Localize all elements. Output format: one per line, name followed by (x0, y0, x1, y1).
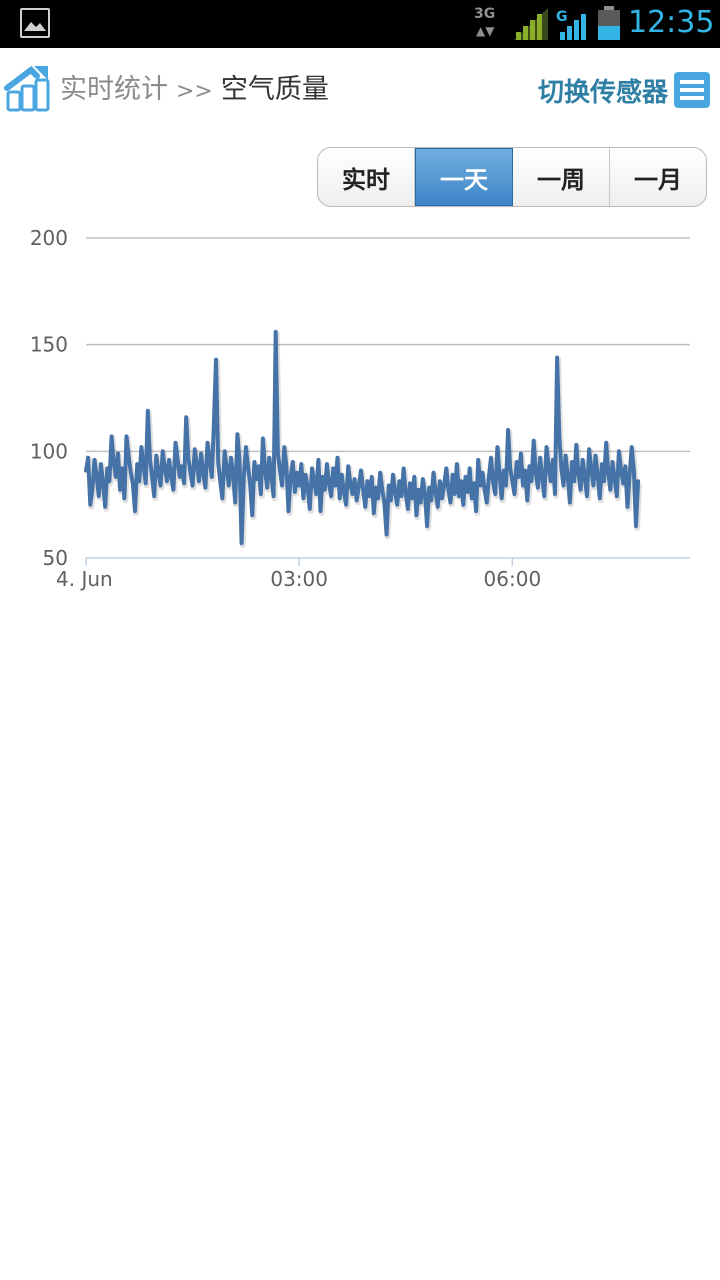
chart-svg: 50 100 150 200 4. Jun 03:00 06:00 (30, 226, 690, 591)
battery-icon (598, 6, 620, 40)
stats-logo-icon (4, 66, 50, 112)
tab-one-month[interactable]: 一月 (634, 165, 682, 194)
signal-icon (514, 8, 548, 40)
tab-one-day[interactable]: 一天 (415, 148, 513, 206)
clock: 12:35 (628, 5, 715, 40)
signal-g-icon: G (556, 9, 586, 40)
x-tick-label: 06:00 (484, 567, 542, 591)
header: 实时统计 >> 空气质量 切换传感器 (0, 48, 720, 132)
tab-one-week[interactable]: 一周 (513, 148, 610, 206)
status-bar: 3G ▲▼ G 12:35 (0, 0, 720, 48)
y-tick-label: 150 (30, 333, 68, 357)
network-label-2: G (556, 9, 568, 25)
breadcrumb-parent[interactable]: 实时统计 (60, 74, 168, 105)
picture-icon (20, 8, 50, 38)
switch-sensor-label: 切换传感器 (537, 77, 668, 108)
y-tick-label: 50 (43, 546, 68, 570)
page-title: 空气质量 (220, 74, 329, 105)
series-line (84, 329, 641, 546)
switch-sensor-button[interactable]: 切换传感器 (538, 68, 710, 112)
y-tick-label: 100 (30, 439, 68, 463)
network-3g-icon: 3G ▲▼ (474, 6, 500, 40)
air-quality-chart: 50 100 150 200 4. Jun 03:00 06:00 (0, 222, 720, 602)
breadcrumb-separator: >> (176, 79, 213, 104)
data-activity-icon: ▲▼ (476, 24, 495, 38)
network-label: 3G (474, 6, 496, 22)
list-icon (674, 72, 710, 108)
x-tick-label: 4. Jun (56, 567, 113, 591)
time-range-selector: 实时 一天 一周 一月 (317, 147, 707, 207)
x-tick-label: 03:00 (270, 567, 328, 591)
tab-realtime[interactable]: 实时 (318, 148, 415, 206)
y-tick-label: 200 (30, 226, 68, 250)
breadcrumb: 实时统计 >> 空气质量 (60, 72, 329, 110)
